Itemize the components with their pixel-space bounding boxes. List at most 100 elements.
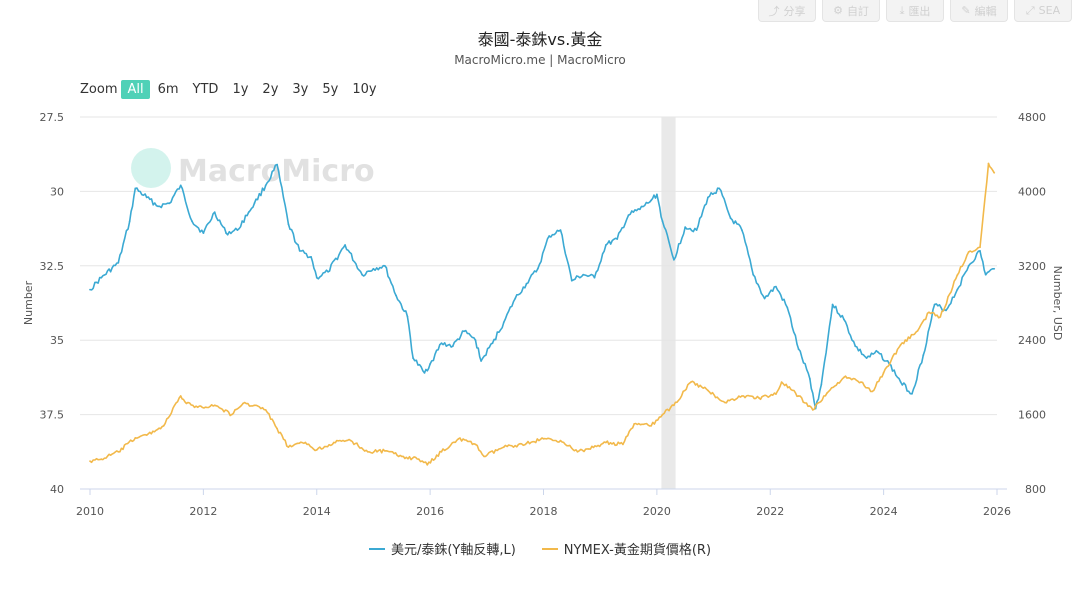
gold-data-point [230, 413, 233, 416]
gold-data-point [474, 443, 477, 446]
thb-data-point [984, 273, 987, 276]
gold-data-point [605, 441, 607, 444]
x-tick-label: 2018 [530, 505, 558, 518]
thb-data-point [979, 250, 981, 252]
thb-data-point [775, 285, 777, 288]
zoom-option-1y[interactable]: 1y [232, 82, 249, 97]
share-button-label: 分享 [783, 4, 806, 18]
gold-data-point [871, 390, 874, 393]
gold-data-point [724, 401, 726, 404]
expand-icon: ⤢ [1025, 3, 1035, 17]
thb-data-point [474, 339, 477, 342]
thb-data-point [100, 276, 103, 279]
x-tick-label: 2026 [983, 505, 1011, 518]
zoom-option-6m[interactable]: 6m [157, 82, 179, 97]
thb-data-point [729, 217, 732, 220]
gold-data-point [650, 424, 653, 427]
gold-data-point [287, 446, 290, 448]
thb-data-point [253, 202, 256, 205]
thb-data-point [502, 321, 505, 324]
watermark-text: MacroMicro [178, 154, 375, 189]
edit-button-label: 編輯 [974, 4, 997, 18]
gold-data-point [89, 460, 91, 462]
left-tick-label: 30 [50, 185, 64, 198]
shaded-period [661, 117, 676, 489]
thb-data-point [179, 184, 182, 187]
thb-data-point [639, 208, 641, 211]
gold-data-point [559, 439, 562, 442]
zoom-option-3y[interactable]: 3y [292, 82, 309, 97]
x-tick-label: 2024 [870, 505, 898, 518]
thb-data-point [661, 220, 664, 223]
thb-data-point [922, 354, 925, 356]
zoom-option-5y[interactable]: 5y [322, 82, 339, 97]
thb-data-point [718, 187, 721, 190]
thb-series-line [89, 163, 995, 410]
customize-button-label: 自訂 [846, 4, 869, 18]
share-icon: ⤴ [768, 4, 780, 18]
thb-data-point [134, 187, 137, 190]
gold-data-point [440, 450, 443, 453]
thb-data-point [168, 202, 171, 205]
thb-data-point [752, 273, 755, 276]
gear-icon: ⚙ [833, 4, 843, 17]
right-tick-label: 800 [1025, 483, 1046, 496]
legend-item-gold[interactable]: NYMEX-黃金期貨價格(R) [541, 539, 712, 558]
share-button[interactable]: ⤴ 分享 [758, 0, 816, 22]
thb-data-point [673, 258, 675, 261]
expand-button[interactable]: ⤢ SEA [1014, 0, 1072, 22]
gold-data-point [276, 427, 278, 430]
thb-data-point [945, 309, 947, 312]
thb-data-point [298, 250, 301, 252]
thb-data-point [741, 229, 743, 232]
thb-data-point [814, 407, 817, 410]
edit-button[interactable]: ✎ 編輯 [950, 0, 1008, 22]
thb-data-point [559, 229, 562, 232]
gold-data-point [134, 437, 137, 439]
gold-data-point [400, 455, 403, 458]
x-tick-label: 2020 [643, 505, 671, 518]
thb-data-point [372, 267, 375, 270]
gold-data-point [775, 393, 777, 395]
gold-data-point [826, 392, 828, 395]
zoom-option-all[interactable]: All [121, 80, 150, 99]
thb-data-point [480, 360, 482, 362]
gold-data-point [366, 450, 369, 453]
legend-swatch [368, 547, 385, 550]
gold-data-point [502, 446, 505, 448]
thb-data-point [344, 244, 346, 246]
thb-data-point [491, 342, 494, 345]
gold-data-point [525, 442, 528, 445]
gold-data-point [426, 463, 429, 466]
customize-button[interactable]: ⚙ 自訂 [822, 0, 880, 22]
gold-data-point [707, 389, 709, 392]
x-tick-label: 2014 [303, 505, 331, 518]
right-tick-label: 3200 [1018, 260, 1046, 273]
gold-data-point [242, 402, 245, 405]
pencil-icon: ✎ [961, 4, 971, 17]
gold-data-point [162, 424, 165, 427]
legend-item-thb[interactable]: 美元/泰銖(Y軸反轉,L) [368, 539, 516, 558]
gold-data-point [622, 443, 624, 446]
zoom-option-10y[interactable]: 10y [352, 82, 377, 97]
zoom-option-ytd[interactable]: YTD [192, 82, 219, 97]
x-tick-label: 2010 [76, 505, 104, 518]
x-tick-label: 2012 [189, 505, 217, 518]
thb-data-point [933, 303, 936, 306]
chart-toolbar: ⤴ 分享 ⚙ 自訂 ⤓ 匯出 ✎ 編輯 ⤢ SEA [758, 0, 1072, 22]
export-button[interactable]: ⤓ 匯出 [886, 0, 944, 22]
thb-data-point [276, 163, 278, 166]
thb-data-point [236, 229, 239, 232]
zoom-option-2y[interactable]: 2y [262, 82, 279, 97]
thb-data-point [888, 363, 891, 365]
thb-data-point [707, 196, 709, 199]
gold-data-point [882, 371, 885, 374]
gold-data-point [690, 381, 692, 383]
thb-data-point [157, 205, 159, 208]
thb-data-point [264, 184, 267, 187]
legend-label: NYMEX-黃金期貨價格(R) [563, 543, 712, 558]
gold-data-point [661, 413, 664, 416]
thb-data-point [451, 345, 454, 348]
thb-data-point [797, 348, 800, 350]
left-tick-label: 35 [50, 334, 64, 347]
